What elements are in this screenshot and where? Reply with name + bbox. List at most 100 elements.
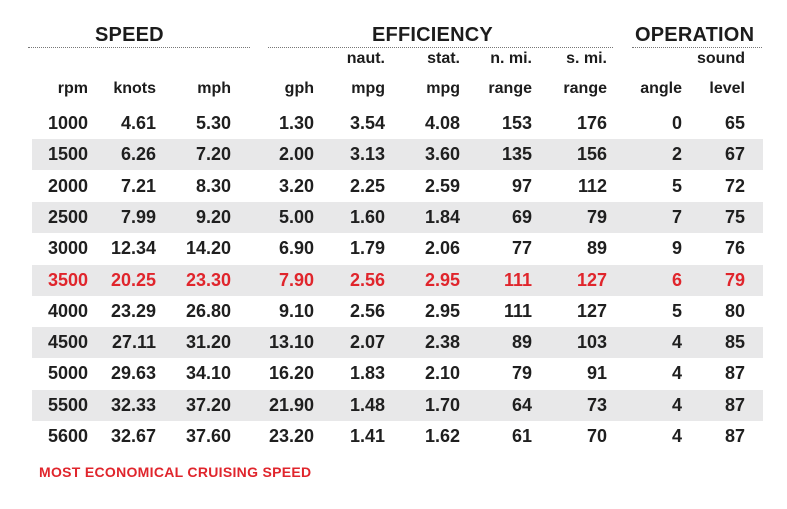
table-cell: 2.00 — [278, 144, 314, 165]
table-cell: 6.26 — [120, 144, 156, 165]
table-cell: 5000 — [47, 363, 88, 384]
table-cell: 9.10 — [278, 300, 314, 321]
table-cell: 2.59 — [424, 175, 460, 196]
table-cell: 3000 — [47, 238, 88, 259]
table-cell: 2.10 — [424, 363, 460, 384]
table-cell: 4 — [671, 332, 682, 353]
table-cell: 65 — [724, 113, 745, 133]
table-row: 4000 23.29 26.80 9.10 2.56 2.95 111 127 5 80 — [32, 296, 763, 327]
table-cell: 1000 — [47, 113, 88, 133]
table-cell: 4 — [671, 426, 682, 446]
table-cell: 20.25 — [110, 269, 156, 290]
table-cell: 29.63 — [110, 363, 156, 384]
table-cell: 23.30 — [185, 269, 231, 290]
column-header: angle — [640, 80, 682, 97]
footnote: MOST ECONOMICAL CRUISING SPEED — [39, 464, 312, 480]
table-cell: 26.80 — [185, 300, 231, 321]
table-cell: 127 — [576, 269, 607, 290]
table-cell: 2.95 — [424, 269, 460, 290]
table-cell: 72 — [724, 175, 745, 196]
table-cell: 97 — [511, 175, 532, 196]
table-cell: 7.20 — [195, 144, 231, 165]
table-cell: 2.56 — [349, 269, 385, 290]
table-cell: 1.48 — [349, 394, 385, 415]
table-cell: 1.83 — [349, 363, 385, 384]
table-cell: 7 — [671, 206, 682, 227]
table-cell: 9.20 — [195, 206, 231, 227]
table-cell: 1.70 — [424, 394, 460, 415]
table-cell: 73 — [586, 394, 607, 415]
table-cell: 6 — [671, 269, 682, 290]
column-header: mpg — [351, 80, 385, 97]
table-row: 5000 29.63 34.10 16.20 1.83 2.10 79 91 4 87 — [32, 358, 763, 389]
table-cell: 112 — [577, 175, 607, 196]
table-cell: 111 — [503, 269, 532, 290]
column-header: level — [709, 80, 745, 97]
table-cell: 1500 — [47, 144, 88, 165]
table-cell: 4 — [671, 394, 682, 415]
column-header: knots — [113, 80, 156, 97]
table-row: 5500 32.33 37.20 21.90 1.48 1.70 64 73 4 87 — [32, 389, 763, 421]
table-cell: 1.60 — [349, 206, 385, 227]
table-cell: 23.29 — [110, 300, 156, 321]
table-cell: 2.07 — [349, 332, 385, 353]
rule-speed — [28, 47, 250, 48]
rule-efficiency — [268, 47, 613, 48]
table-cell: 156 — [576, 144, 607, 165]
table-cell: 5.30 — [195, 113, 231, 133]
table-cell: 61 — [511, 426, 532, 446]
group-title-speed: SPEED — [95, 24, 164, 46]
table-cell: 9 — [671, 238, 682, 259]
table-cell: 23.20 — [268, 426, 314, 446]
table-cell: 34.10 — [185, 363, 231, 384]
table-cell: 2.95 — [424, 300, 460, 321]
table-cell: 14.20 — [185, 238, 231, 259]
table-cell: 69 — [511, 206, 532, 227]
table-cell: 85 — [724, 332, 745, 353]
table-row: 2000 7.21 8.30 3.20 2.25 2.59 97 112 5 72 — [32, 171, 763, 202]
column-header-top: naut. — [346, 50, 385, 67]
table-cell: 153 — [501, 113, 532, 133]
table-cell: 8.30 — [195, 175, 231, 196]
column-header: range — [563, 80, 607, 97]
table-cell: 127 — [576, 300, 607, 321]
table-cell: 6.90 — [278, 238, 314, 259]
table-cell: 2000 — [47, 175, 88, 196]
table-cell: 79 — [724, 269, 745, 290]
table-cell: 87 — [724, 363, 745, 384]
table-row: 1500 6.26 7.20 2.00 3.13 3.60 135 156 2 67 — [32, 139, 763, 171]
table-cell: 1.41 — [349, 426, 385, 446]
table-cell: 103 — [576, 332, 607, 353]
table-cell: 3.54 — [349, 113, 385, 133]
column-header: mph — [197, 80, 231, 97]
table-cell: 2500 — [47, 206, 88, 227]
group-title-operation: OPERATION — [635, 24, 755, 46]
table-cell: 70 — [586, 426, 607, 446]
table-cell: 75 — [724, 206, 745, 227]
table-cell: 21.90 — [268, 394, 314, 415]
column-header-top: s. mi. — [566, 50, 607, 67]
table-cell: 0 — [671, 113, 682, 133]
column-header: range — [488, 80, 532, 97]
table-cell: 5 — [671, 175, 682, 196]
table-cell: 77 — [511, 238, 532, 259]
column-header-top: n. mi. — [490, 50, 532, 67]
table-cell: 67 — [724, 144, 745, 165]
table-cell: 7.90 — [278, 269, 314, 290]
table-cell: 4500 — [47, 332, 88, 353]
table-cell: 91 — [586, 363, 607, 384]
table-cell: 32.33 — [110, 394, 156, 415]
table-cell: 3.20 — [278, 175, 314, 196]
table-cell: 1.30 — [278, 113, 314, 133]
table-cell: 31.20 — [185, 332, 231, 353]
table-row: 4500 27.11 31.20 13.10 2.07 2.38 89 103 4 85 — [32, 327, 763, 359]
table-cell: 4000 — [47, 300, 88, 321]
table-cell: 2 — [671, 144, 682, 165]
table-row: 5600 32.67 37.60 23.20 1.41 1.62 61 70 4 87 — [32, 421, 763, 452]
table-cell: 76 — [724, 238, 745, 259]
table-cell: 7.99 — [120, 206, 156, 227]
table-cell: 2.06 — [424, 238, 460, 259]
table-cell: 80 — [724, 300, 745, 321]
table-row: 1000 4.61 5.30 1.30 3.54 4.08 153 176 0 65 — [32, 108, 763, 139]
rule-operation — [632, 47, 762, 48]
